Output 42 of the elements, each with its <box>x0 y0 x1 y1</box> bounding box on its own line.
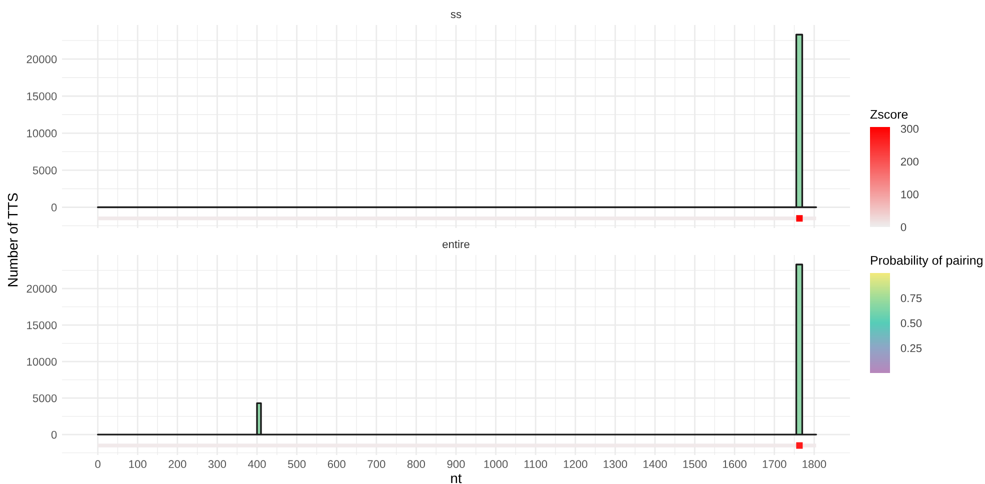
color-bar-label: 0.75 <box>900 294 922 302</box>
x-tick-label: 300 <box>208 460 226 468</box>
x-tick-label: 600 <box>328 460 346 468</box>
y-tick-label: 10000 <box>27 129 57 138</box>
color-bar-label: 100 <box>901 190 919 198</box>
color-bar-label: 200 <box>900 158 919 166</box>
x-tick-label: 200 <box>168 460 186 468</box>
x-axis-title: nt <box>451 474 462 484</box>
color-bar-label: 0.25 <box>900 344 922 352</box>
x-tick-label: 700 <box>368 460 386 468</box>
x-tick-label: 400 <box>248 460 266 468</box>
y-tick-label: 10000 <box>27 358 57 366</box>
x-tick-label: 1800 <box>802 460 826 468</box>
y-tick-label: 20000 <box>26 55 57 64</box>
x-tick-label: 800 <box>407 460 426 468</box>
y-tick-label: 20000 <box>26 284 57 293</box>
y-tick-label: 15000 <box>27 321 57 330</box>
y-tick-label: 5000 <box>32 166 57 174</box>
color-bar-label: 0 <box>900 223 906 232</box>
color-bar-label: 0.50 <box>900 319 922 328</box>
x-tick-label: 900 <box>447 460 465 468</box>
x-tick-label: 1300 <box>604 460 628 468</box>
y-tick-label: 15000 <box>27 92 57 100</box>
y-tick-label: 0 <box>51 430 57 439</box>
x-tick-label: 1000 <box>484 460 508 468</box>
x-tick-label: 1400 <box>643 460 667 468</box>
y-tick-label: 0 <box>51 204 57 212</box>
x-tick-label: 1600 <box>723 460 747 468</box>
x-tick-label: 100 <box>129 460 146 468</box>
color-bar-title: Probability of pairing <box>871 256 982 268</box>
color-bar-label: 300 <box>900 124 919 133</box>
y-tick-label: 5000 <box>32 394 57 402</box>
x-tick-label: 1100 <box>524 460 548 468</box>
chart-title: ss <box>450 12 462 18</box>
x-tick-label: 1500 <box>683 460 707 468</box>
x-tick-label: 1700 <box>762 460 786 468</box>
color-bar-title: Zscore <box>870 110 908 119</box>
y-axis-title: Number of TTS <box>8 193 18 286</box>
chart-title: entire <box>442 240 470 248</box>
x-tick-label: 0 <box>95 460 100 468</box>
x-tick-label: 1200 <box>564 460 588 468</box>
x-tick-label: 500 <box>288 460 306 468</box>
